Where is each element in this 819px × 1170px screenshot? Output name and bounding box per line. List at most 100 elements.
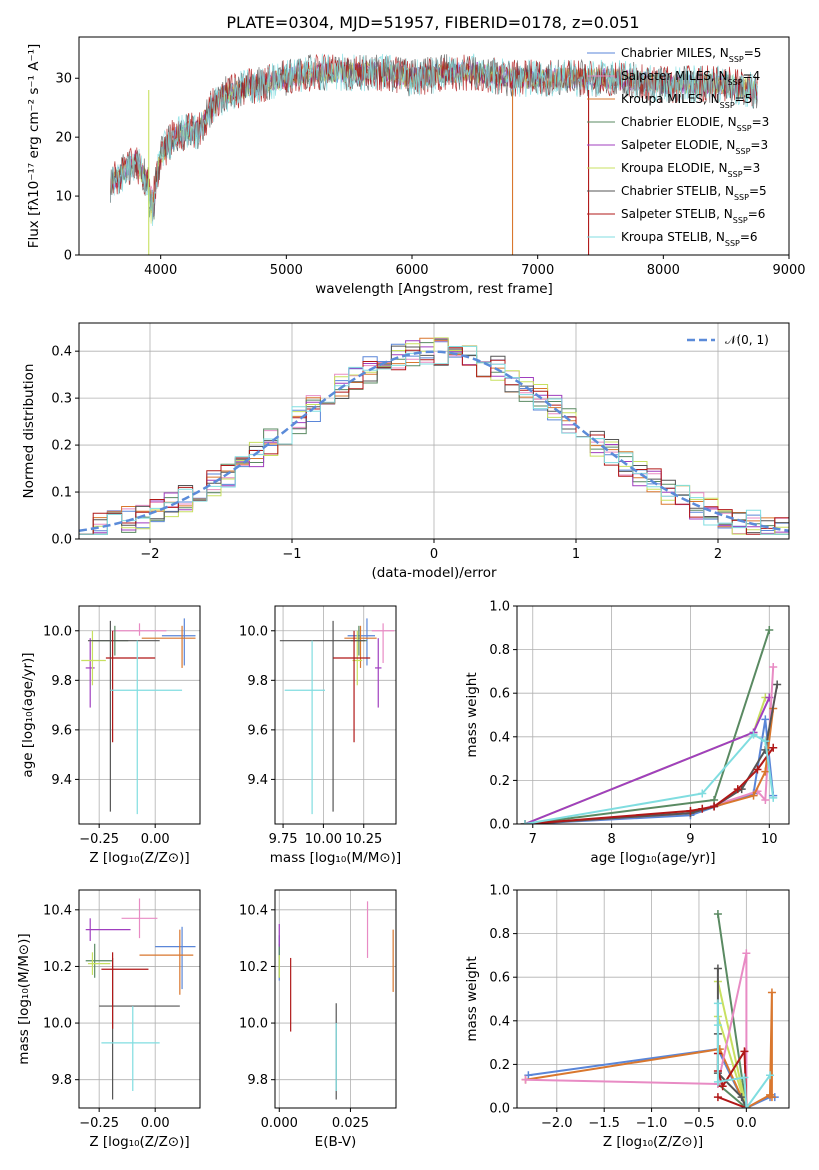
series-line [524,747,775,824]
y-tick-label: 0.4 [51,345,72,360]
series-line [716,981,748,1108]
weight-series [521,909,779,1108]
errorbar-kroupa-stelib [101,1006,160,1092]
x-tick-label: 8 [607,832,615,847]
y-tick-label: 10.2 [239,960,268,975]
series-point [713,1093,722,1102]
series-kroupa-stelib [713,999,775,1108]
weight-vs-metallicity-panel: −2.0 −1.5 −1.0 −0.5 0.0 0.0 0.2 0.4 0.6 0.8 1.0 Z [… [464,884,790,1150]
spectrum-panel: 4000 5000 6000 7000 8000 9000 0 10 20 30 wavelengt… [26,36,806,297]
errorbars [279,618,395,815]
y-tick-label: 9.8 [247,1073,268,1088]
legend-label: 𝒩(0, 1) [725,333,769,347]
x-axis-label: Z [log₁₀(Z/Z⊙)] [89,850,189,866]
y-axis-label: Normed distribution [21,364,37,499]
series-point [710,802,719,811]
errorbars [81,618,196,815]
normal-curve [79,350,789,533]
series-point [713,999,722,1008]
y-tick-label: 0.2 [51,439,72,454]
weight-series [520,625,782,824]
y-tick-label: 10.0 [43,1017,72,1032]
series-point [713,1077,722,1086]
series-point [737,1093,746,1102]
series-point [749,791,758,800]
y-tick-label: 10.0 [43,624,72,639]
y-tick-label: 9.8 [247,674,268,689]
x-tick-label: 0.00 [141,832,170,847]
y-tick-label: 0.4 [489,730,510,745]
y-axis-label: mass weight [464,672,480,757]
series-point [521,1075,530,1084]
series-point [713,1021,722,1030]
series-point [766,1071,775,1080]
y-tick-label: 10 [55,190,72,205]
errorbar-kroupa-elodie [81,630,106,686]
y-tick-label: 0.0 [489,1102,510,1117]
y-axis-label: age [log₁₀(age/yr)] [20,652,36,777]
y-tick-label: 0.4 [489,1014,510,1029]
y-tick-label: 10.4 [239,903,268,918]
errorbar-kroupa-stelib [110,640,183,815]
series-point [524,1071,533,1080]
series-point [742,1104,751,1108]
legend-label: Salpeter MILES, NSSP=4 [621,69,760,87]
x-tick-label: 10 [761,832,778,847]
x-tick-label: −0.5 [683,1116,715,1131]
x-tick-label: 4000 [144,263,177,278]
y-tick-label: 9.8 [51,674,72,689]
x-tick-label: −1.0 [636,1116,668,1131]
histograms [79,337,789,535]
series-point [749,730,758,739]
x-tick-label: 8000 [647,263,680,278]
errorbar-salpeter-elodie [375,638,382,708]
y-tick-label: 1.0 [489,884,510,899]
legend-label: Chabrier MILES, NSSP=5 [621,46,761,64]
x-tick-label: 0.0 [736,1116,757,1131]
x-tick-label: −0.25 [79,832,119,847]
y-tick-label: 10.4 [43,903,72,918]
x-tick-label: 0.000 [261,1116,298,1131]
x-tick-label: 10.25 [345,832,382,847]
errorbar-salpeter-stelib [101,952,149,1029]
errorbar-salpeter-stelib [105,630,156,743]
series-line [524,733,775,824]
series-point [713,909,722,918]
series-point [520,820,529,824]
legend-label: Salpeter ELODIE, NSSP=3 [621,138,768,156]
mass-vs-extinction-panel: 0.000 0.025 9.8 10.0 10.2 10.4 E(B-V) [239,889,397,1150]
errorbar-kroupa-elodie [87,952,111,975]
errorbars [278,901,394,1100]
errorbar-chabrier-stelib [99,957,180,1100]
x-tick-label: 7 [529,832,537,847]
plot-frame [78,605,201,825]
x-tick-label: 9 [686,832,694,847]
series-point [733,785,742,794]
plot-frame [516,605,790,825]
y-tick-label: 9.6 [247,723,268,738]
plot-frame [274,889,397,1109]
y-tick-label: 0 [64,249,72,264]
series-point [769,663,778,672]
series-point [698,789,707,798]
x-axis-label: age [log₁₀(age/yr)] [590,850,715,866]
y-tick-label: 0.2 [489,774,510,789]
series-point [761,715,770,724]
weight-vs-age-panel: 7 8 9 10 0.0 0.2 0.4 0.6 0.8 1.0 age [log₁₀(age/yr… [464,600,790,866]
errorbar-salpeter-stelib [333,630,371,743]
y-tick-label: 10.0 [239,1017,268,1032]
series-point [767,988,776,997]
series-point [765,625,774,634]
errorbar-chabrier-miles [155,926,196,990]
errorbar-salpeter-elodie [85,918,131,941]
x-tick-label: 0.025 [332,1116,369,1131]
y-tick-label: 20 [55,131,72,146]
legend-label: Kroupa ELODIE, NSSP=3 [621,161,760,179]
x-tick-label: 9000 [772,263,805,278]
series-point [761,737,770,746]
series-point [686,806,695,815]
series-point [718,1082,727,1091]
series-line [525,992,773,1108]
series-line [524,708,775,824]
